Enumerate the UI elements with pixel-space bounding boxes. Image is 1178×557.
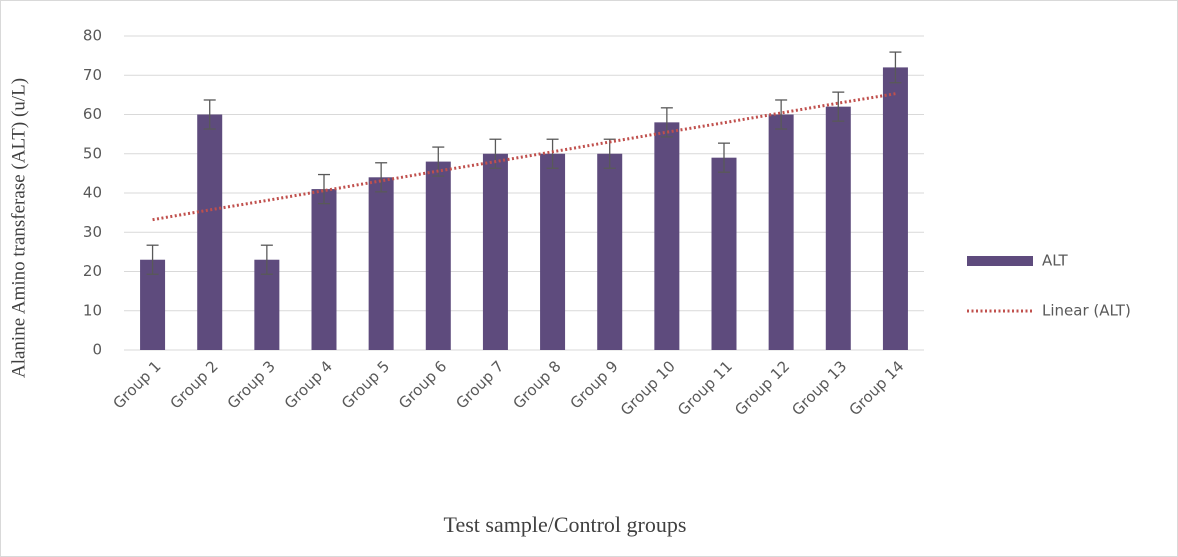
y-axis-title: Alanine Amino transferase (ALT) (u/L) xyxy=(8,78,29,378)
error-bar xyxy=(603,138,616,169)
legend-swatch xyxy=(967,256,1033,266)
error-bar xyxy=(260,244,273,275)
y-tick-label: 50 xyxy=(83,144,102,162)
y-tick-label: 70 xyxy=(83,66,102,84)
bar xyxy=(368,177,394,350)
legend-label: ALT xyxy=(1042,252,1069,270)
error-bar xyxy=(718,142,730,173)
y-tick-label: 30 xyxy=(83,223,102,241)
y-tick-label: 20 xyxy=(83,262,102,280)
error-bar xyxy=(832,91,845,122)
bar xyxy=(597,153,623,350)
y-tick-label: 80 xyxy=(83,27,102,45)
y-tick-label: 40 xyxy=(83,184,102,202)
bar xyxy=(482,153,508,350)
bar xyxy=(882,67,908,351)
y-tick-label: 0 xyxy=(92,341,102,359)
error-bar xyxy=(375,162,388,193)
error-bar xyxy=(889,51,902,84)
error-bar xyxy=(203,99,216,130)
error-bar xyxy=(489,138,502,169)
bar xyxy=(540,153,566,350)
error-bar xyxy=(318,173,330,205)
legend-label: Linear (ALT) xyxy=(1042,302,1131,320)
bar xyxy=(711,157,737,350)
bar xyxy=(425,161,451,350)
y-tick-label: 10 xyxy=(83,301,102,319)
error-bar xyxy=(775,99,788,130)
x-axis-title: Test sample/Control groups xyxy=(444,512,687,537)
y-tick-label: 60 xyxy=(83,105,102,123)
bar xyxy=(825,106,851,351)
bar xyxy=(311,189,337,350)
bar xyxy=(768,114,794,350)
error-bar xyxy=(660,107,673,138)
bar xyxy=(654,122,680,350)
bar xyxy=(197,114,223,350)
error-bar xyxy=(146,244,159,275)
error-bar xyxy=(546,138,559,169)
